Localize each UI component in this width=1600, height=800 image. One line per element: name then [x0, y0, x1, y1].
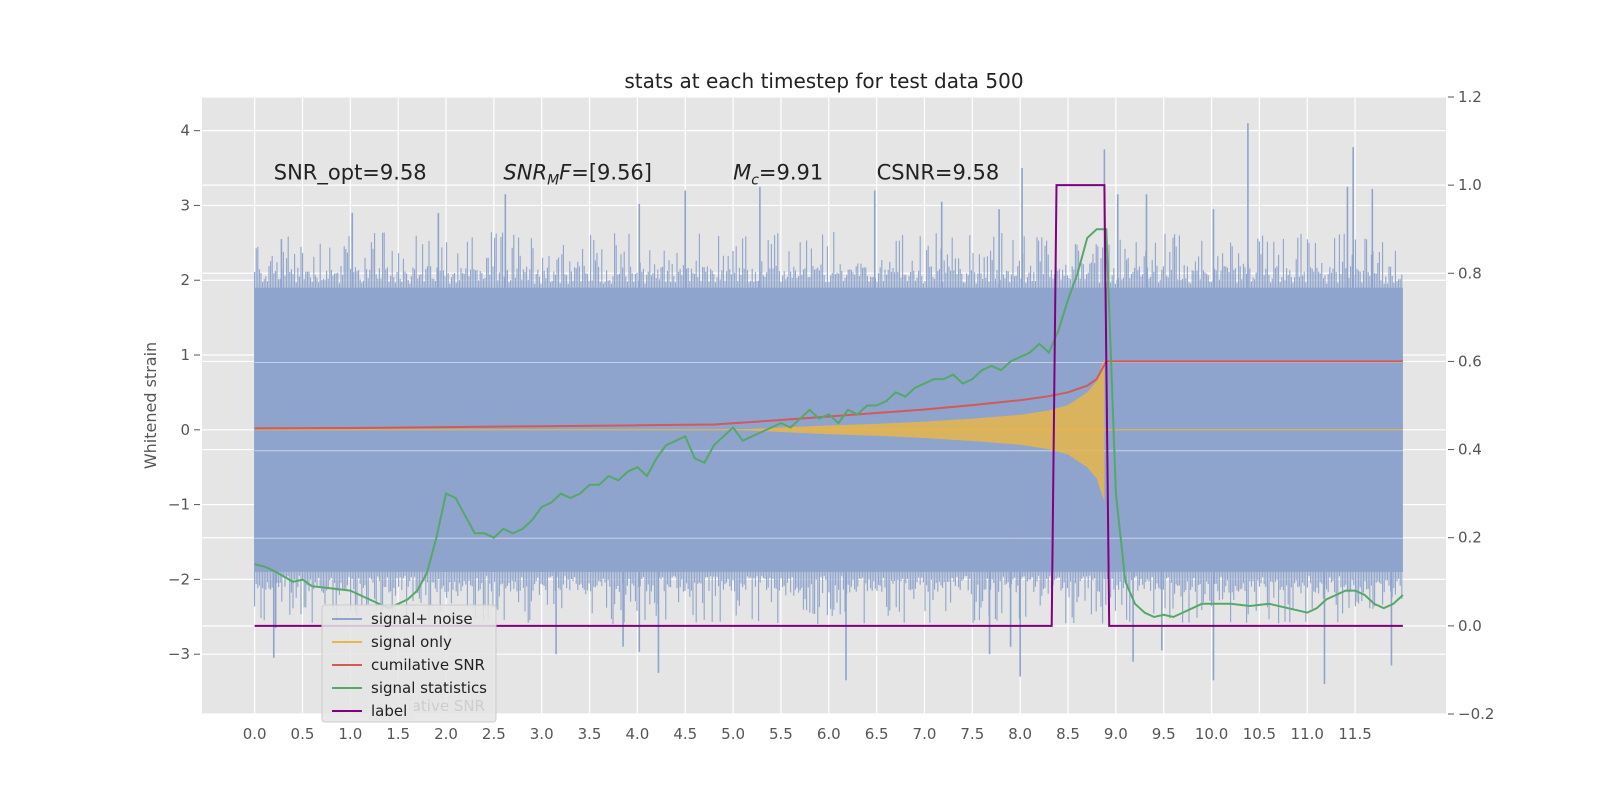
x-tick-label: 10.5 — [1243, 725, 1276, 743]
y2-tick-label: 0.8 — [1458, 264, 1482, 282]
x-tick-label: 1.0 — [338, 725, 362, 743]
series-signal-only — [254, 358, 1403, 501]
x-tick-label: 6.5 — [865, 725, 889, 743]
x-tick-label: 7.0 — [913, 725, 937, 743]
y-tick-label: 3 — [180, 196, 190, 214]
legend-box — [321, 604, 497, 723]
x-tick-label: 1.5 — [386, 725, 410, 743]
x-tick-label: 0.0 — [243, 725, 267, 743]
x-tick-label: 4.0 — [625, 725, 649, 743]
y-tick-label: 1 — [180, 346, 190, 364]
legend-label: signal+ noise — [371, 610, 473, 628]
x-tick-label: 2.0 — [434, 725, 458, 743]
y2-tick-label: 1.2 — [1458, 88, 1482, 106]
y-axis-right: −0.2 0.0 0.2 0.4 0.6 0.8 1.0 1.2 — [1448, 88, 1494, 723]
chart-title: stats at each timestep for test data 500 — [624, 69, 1023, 93]
y-tick-label: 0 — [180, 421, 190, 439]
x-tick-label: 11.0 — [1291, 725, 1324, 743]
line-signal-statistics — [254, 228, 1404, 619]
x-tick-label: 0.5 — [291, 725, 315, 743]
x-axis: 0.0 0.5 1.0 1.5 2.0 2.5 3.0 3.5 4.0 4.5 5.0 5.5 6.0 6… — [243, 725, 1372, 743]
x-tick-label: 3.5 — [578, 725, 602, 743]
y2-tick-label: 0.4 — [1458, 441, 1482, 459]
x-tick-label: 3.0 — [530, 725, 554, 743]
x-tick-label: 9.0 — [1104, 725, 1128, 743]
y-tick-label: −1 — [168, 496, 190, 514]
x-tick-label: 6.0 — [817, 725, 841, 743]
legend-label: signal statistics — [371, 679, 487, 697]
annotation: CSNR=9.58 — [877, 160, 1000, 184]
line-cumilative-snr — [254, 360, 1403, 430]
x-tick-label: 5.5 — [769, 725, 793, 743]
y2-tick-label: −0.2 — [1458, 705, 1494, 723]
y-axis-label: Whitened strain — [141, 342, 160, 469]
annotation: SNR_opt=9.58 — [274, 160, 427, 185]
x-tick-label: 8.0 — [1008, 725, 1032, 743]
x-tick-label: 8.5 — [1056, 725, 1080, 743]
series-lines — [254, 184, 1404, 627]
x-tick-label: 5.0 — [721, 725, 745, 743]
x-tick-label: 4.5 — [673, 725, 697, 743]
annotation: SNRMF=[9.56] — [503, 160, 652, 188]
line-label — [254, 184, 1403, 627]
legend-mask — [368, 700, 414, 720]
y-tick-label: 2 — [180, 271, 190, 289]
legend-label: signal only — [371, 633, 452, 651]
x-tick-label: 9.5 — [1152, 725, 1176, 743]
x-tick-label: 2.5 — [482, 725, 506, 743]
x-tick-label: 10.0 — [1195, 725, 1228, 743]
x-tick-label: 11.5 — [1338, 725, 1371, 743]
y-axis-left: −3 −2 −1 0 1 2 3 4 — [168, 122, 200, 663]
legend-label: label — [371, 702, 407, 720]
annotations: SNR_opt=9.58 SNRMF=[9.56] Mc=9.91 CSNR=9.58 — [274, 160, 1000, 188]
annotation: Mc=9.91 — [733, 160, 823, 188]
y2-tick-label: 0.0 — [1458, 617, 1482, 635]
y-tick-label: 4 — [180, 122, 190, 140]
y-tick-label: −2 — [168, 570, 190, 588]
legend-label: cumilative SNR — [371, 656, 485, 674]
x-tick-label: 7.5 — [960, 725, 984, 743]
y2-tick-label: 0.6 — [1458, 352, 1482, 370]
y2-tick-label: 0.2 — [1458, 529, 1482, 547]
y2-tick-label: 1.0 — [1458, 176, 1482, 194]
y-tick-label: −3 — [168, 645, 190, 663]
